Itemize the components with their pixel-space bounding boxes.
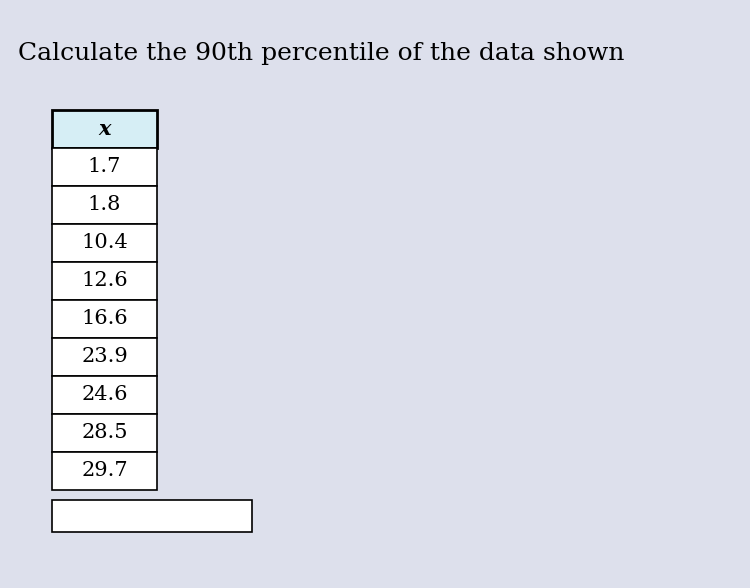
Bar: [52, 376, 157, 414]
Bar: [52, 338, 157, 376]
Text: 28.5: 28.5: [81, 423, 128, 443]
Text: 1.7: 1.7: [88, 158, 122, 176]
Text: 23.9: 23.9: [81, 348, 128, 366]
Text: 10.4: 10.4: [81, 233, 128, 252]
Bar: [52, 414, 157, 452]
Bar: [52, 148, 157, 186]
Bar: [52, 110, 157, 148]
Bar: [52, 300, 157, 338]
Text: 29.7: 29.7: [81, 462, 128, 480]
Bar: [52, 500, 252, 532]
Bar: [52, 262, 157, 300]
Bar: [52, 452, 157, 490]
Bar: [52, 186, 157, 224]
Text: x: x: [98, 119, 111, 139]
Text: 24.6: 24.6: [81, 386, 128, 405]
Text: 12.6: 12.6: [81, 272, 128, 290]
Text: Calculate the 90th percentile of the data shown: Calculate the 90th percentile of the dat…: [18, 42, 625, 65]
Text: 16.6: 16.6: [81, 309, 128, 329]
Bar: [52, 224, 157, 262]
Text: 1.8: 1.8: [88, 195, 122, 215]
